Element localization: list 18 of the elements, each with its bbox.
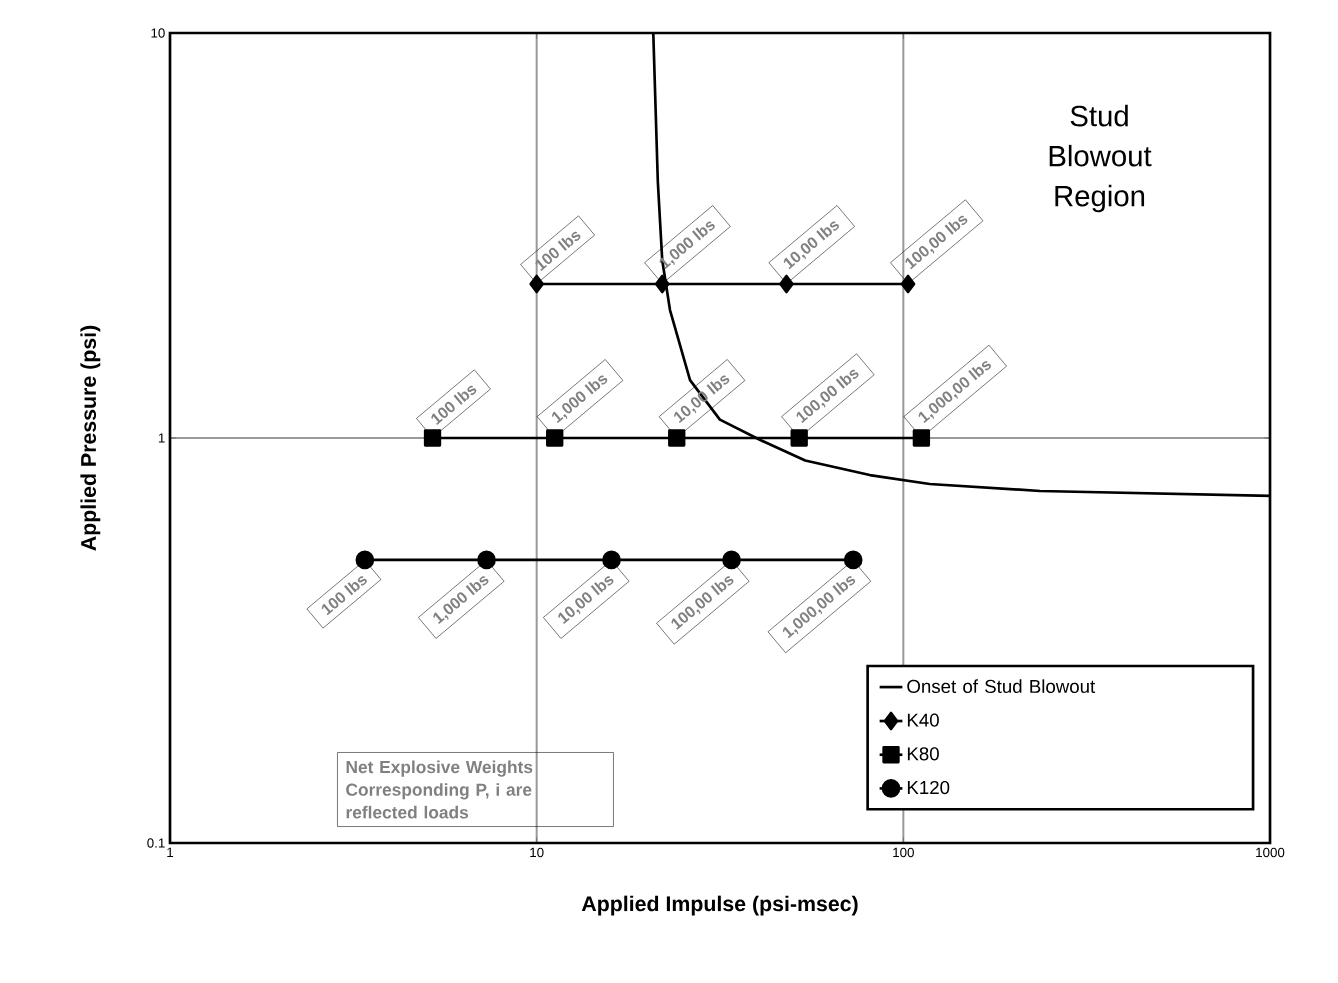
annotation: 100 lbs bbox=[321, 576, 367, 616]
legend-label: Onset of Stud Blowout bbox=[907, 679, 1096, 694]
annotation: Net Explosive Weights Corresponding P, i are reflected loads bbox=[346, 760, 533, 819]
annotation: Stud Blowout Region bbox=[1049, 104, 1152, 213]
y-tick-label: 10 bbox=[151, 28, 165, 38]
x-tick-label: 1000 bbox=[1256, 847, 1285, 858]
annotation: 100 lbs bbox=[535, 231, 581, 271]
x-tick-label: 10 bbox=[530, 847, 544, 858]
y-axis-title: Applied Pressure (psi) bbox=[80, 325, 101, 551]
legend-label: K40 bbox=[907, 713, 939, 727]
x-tick-label: 100 bbox=[893, 847, 914, 858]
legend-label: K80 bbox=[907, 747, 939, 761]
x-axis-title: Applied Impulse (psi-msec) bbox=[581, 895, 858, 916]
annotation: 100 lbs bbox=[431, 385, 477, 425]
legend-label: K120 bbox=[907, 780, 950, 795]
x-tick-label: 1 bbox=[167, 847, 174, 857]
y-tick-label: 0.1 bbox=[147, 838, 165, 848]
y-tick-label: 1 bbox=[158, 433, 165, 443]
